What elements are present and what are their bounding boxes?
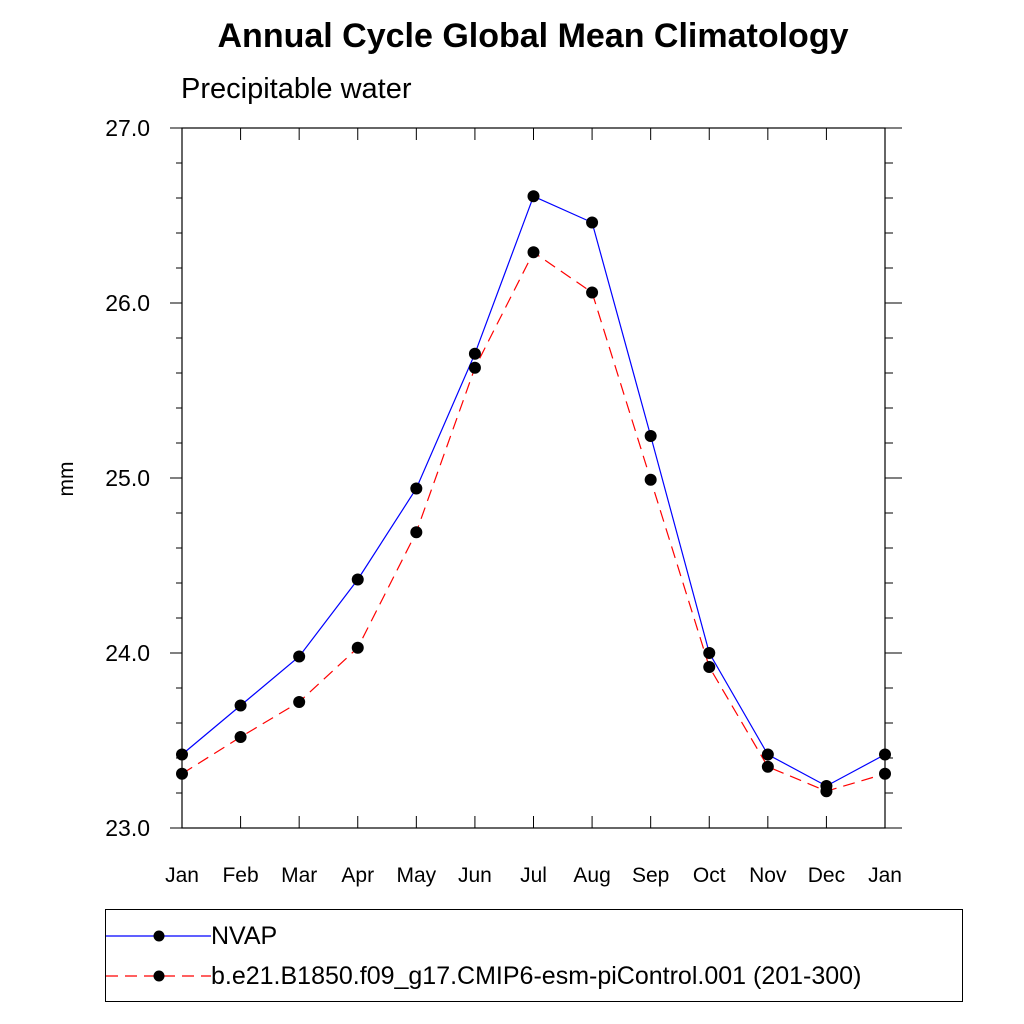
x-tick-label: Jan — [165, 864, 199, 887]
data-point-1 — [527, 246, 540, 259]
data-point-0 — [351, 573, 364, 586]
chart-title: Annual Cycle Global Mean Climatology — [218, 17, 849, 55]
data-point-0 — [234, 699, 247, 712]
data-point-0 — [703, 647, 716, 659]
series-layer — [176, 190, 891, 798]
data-point-0 — [586, 216, 599, 229]
x-tick-label: Mar — [281, 864, 317, 887]
axes: Jan Feb Mar Apr May Jun Jul Aug Sep Oct Nov Dec Jan 2… — [105, 115, 902, 887]
data-point-0 — [644, 430, 657, 442]
x-tick-label: Jul — [520, 864, 547, 887]
data-point-1 — [410, 526, 423, 539]
x-tick-label: Jun — [458, 864, 492, 887]
data-point-0 — [176, 748, 188, 761]
legend-key-model — [106, 970, 211, 982]
y-tick-label: 24.0 — [105, 640, 150, 666]
y-tick-label: 27.0 — [105, 115, 150, 141]
x-tick-label: Aug — [573, 864, 610, 887]
x-tick-label: Dec — [808, 864, 845, 887]
x-tick-label: Jan — [868, 864, 902, 887]
x-tick-label: Apr — [341, 864, 374, 887]
plot-area-frame — [181, 127, 886, 829]
data-point-1 — [234, 731, 247, 743]
legend-item-model: b.e21.B1850.f09_g17.CMIP6-esm-piControl.… — [106, 958, 962, 994]
data-point-0 — [468, 347, 481, 360]
legend-label-model: b.e21.B1850.f09_g17.CMIP6-esm-piControl.… — [211, 962, 862, 990]
x-tick-label: Oct — [693, 864, 726, 887]
data-point-1 — [468, 361, 481, 374]
data-point-0 — [527, 190, 540, 203]
legend-item-nvap: NVAP — [106, 918, 962, 954]
data-point-1 — [293, 696, 306, 708]
data-point-1 — [879, 767, 891, 780]
y-axis-label: mm — [55, 462, 78, 497]
data-point-1 — [586, 286, 599, 299]
data-point-0 — [293, 650, 306, 663]
x-tick-label: Feb — [222, 864, 258, 887]
legend-key-nvap — [106, 930, 211, 942]
y-tick-label: 25.0 — [105, 465, 150, 491]
data-point-0 — [761, 748, 774, 761]
data-point-1 — [351, 641, 364, 654]
data-point-1 — [644, 473, 657, 486]
data-point-0 — [410, 482, 423, 495]
y-tick-label: 23.0 — [105, 815, 150, 841]
legend-label-nvap: NVAP — [211, 922, 278, 950]
data-point-0 — [879, 748, 891, 761]
data-point-1 — [703, 661, 716, 673]
data-point-1 — [176, 767, 188, 780]
series-line-1 — [181, 251, 886, 792]
data-point-1 — [761, 760, 774, 773]
x-tick-label: Nov — [749, 864, 787, 887]
legend: NVAP b.e21.B1850.f09_g17.CMIP6-esm-piCon… — [105, 909, 963, 1002]
x-tick-label: Sep — [632, 864, 669, 887]
series-line-0 — [181, 195, 886, 787]
data-point-1 — [820, 785, 833, 798]
chart-subtitle: Precipitable water — [181, 73, 412, 105]
x-tick-label: May — [396, 864, 436, 887]
y-tick-label: 26.0 — [105, 290, 150, 316]
